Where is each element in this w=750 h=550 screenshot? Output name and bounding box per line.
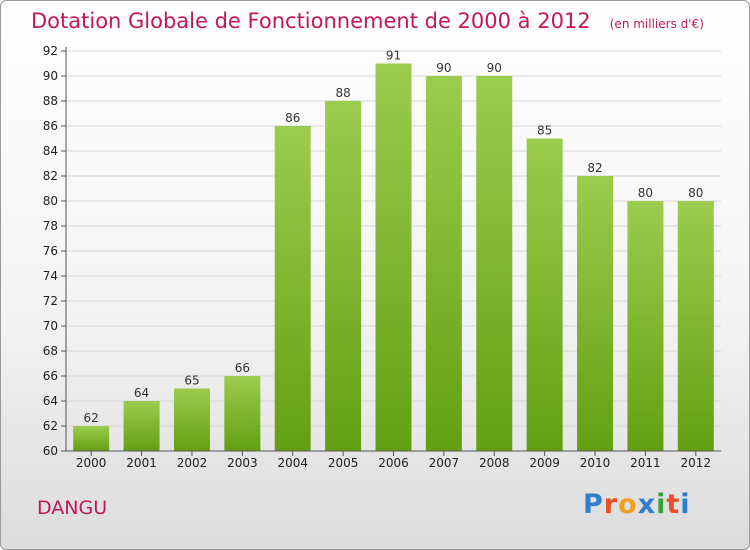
bar-2009 bbox=[526, 138, 563, 451]
y-tick-label: 64 bbox=[43, 394, 58, 408]
bar-2010 bbox=[577, 176, 614, 451]
data-label: 91 bbox=[386, 49, 401, 63]
data-label: 90 bbox=[487, 61, 502, 75]
axes: 60 62 64 66 68 70 72 74 76 78 80 82 84 86 88 90 92 2000 20… bbox=[43, 44, 721, 470]
bar-2001 bbox=[123, 401, 160, 451]
logo-letter: r bbox=[603, 489, 619, 520]
x-tick-label: 2010 bbox=[580, 456, 611, 470]
commune-name: DANGU bbox=[37, 497, 108, 519]
logo-letter: o bbox=[618, 489, 638, 520]
logo-letter: x bbox=[637, 489, 657, 520]
y-tick-label: 76 bbox=[43, 244, 58, 258]
data-label: 80 bbox=[638, 186, 653, 200]
x-tick-label: 2009 bbox=[529, 456, 560, 470]
logo-letter: i bbox=[680, 489, 691, 520]
chart-title: Dotation Globale de Fonctionnement de 20… bbox=[31, 9, 591, 33]
unit-label: (en milliers d'€) bbox=[609, 17, 704, 31]
data-label: 65 bbox=[184, 374, 199, 388]
data-label: 86 bbox=[285, 111, 300, 125]
x-tick-label: 2008 bbox=[479, 456, 510, 470]
y-tick-label: 80 bbox=[43, 194, 58, 208]
data-label: 64 bbox=[134, 386, 149, 400]
bar-2000 bbox=[73, 426, 110, 451]
logo-letter: t bbox=[666, 489, 681, 520]
bar-2007 bbox=[425, 76, 462, 451]
data-label: 80 bbox=[688, 186, 703, 200]
x-tick-label: 2007 bbox=[429, 456, 460, 470]
y-tick-label: 60 bbox=[43, 444, 58, 458]
bar-2012 bbox=[677, 201, 714, 451]
x-tick-label: 2006 bbox=[378, 456, 409, 470]
y-tick-label: 70 bbox=[43, 319, 58, 333]
y-tick-label: 62 bbox=[43, 419, 58, 433]
data-label: 88 bbox=[335, 86, 350, 100]
bar-2006 bbox=[375, 63, 412, 451]
x-tick-label: 2011 bbox=[630, 456, 661, 470]
y-tick-label: 90 bbox=[43, 69, 58, 83]
x-tick-label: 2012 bbox=[681, 456, 712, 470]
data-label: 82 bbox=[587, 161, 602, 175]
bar-2004 bbox=[274, 126, 311, 451]
y-tick-label: 86 bbox=[43, 119, 58, 133]
logo-letter: P bbox=[583, 489, 604, 520]
data-label: 66 bbox=[235, 361, 250, 375]
proxiti-logo: Proxiti bbox=[583, 489, 691, 520]
y-tick-label: 82 bbox=[43, 169, 58, 183]
x-tick-label: 2005 bbox=[328, 456, 359, 470]
bar-2008 bbox=[476, 76, 513, 451]
data-label: 90 bbox=[436, 61, 451, 75]
x-tick-label: 2002 bbox=[177, 456, 208, 470]
y-tick-label: 68 bbox=[43, 344, 58, 358]
y-tick-label: 78 bbox=[43, 219, 58, 233]
bar-2011 bbox=[627, 201, 664, 451]
x-tick-label: 2003 bbox=[227, 456, 258, 470]
y-tick-label: 92 bbox=[43, 44, 58, 58]
x-tick-label: 2001 bbox=[126, 456, 157, 470]
bar-2005 bbox=[325, 101, 362, 451]
bars bbox=[73, 63, 714, 451]
data-label: 85 bbox=[537, 124, 552, 138]
y-tick-label: 84 bbox=[43, 144, 58, 158]
bar-2003 bbox=[224, 376, 261, 451]
x-tick-label: 2004 bbox=[277, 456, 308, 470]
x-tick-label: 2000 bbox=[76, 456, 107, 470]
y-tick-label: 72 bbox=[43, 294, 58, 308]
labels: 62 64 65 66 86 88 91 90 90 85 82 80 80 bbox=[84, 49, 704, 426]
logo-letter: i bbox=[656, 489, 667, 520]
data-label: 62 bbox=[84, 411, 99, 425]
y-tick-label: 66 bbox=[43, 369, 58, 383]
title-row: Dotation Globale de Fonctionnement de 20… bbox=[31, 9, 704, 33]
bar-2002 bbox=[173, 388, 210, 451]
y-tick-label: 74 bbox=[43, 269, 58, 283]
y-tick-label: 88 bbox=[43, 94, 58, 108]
